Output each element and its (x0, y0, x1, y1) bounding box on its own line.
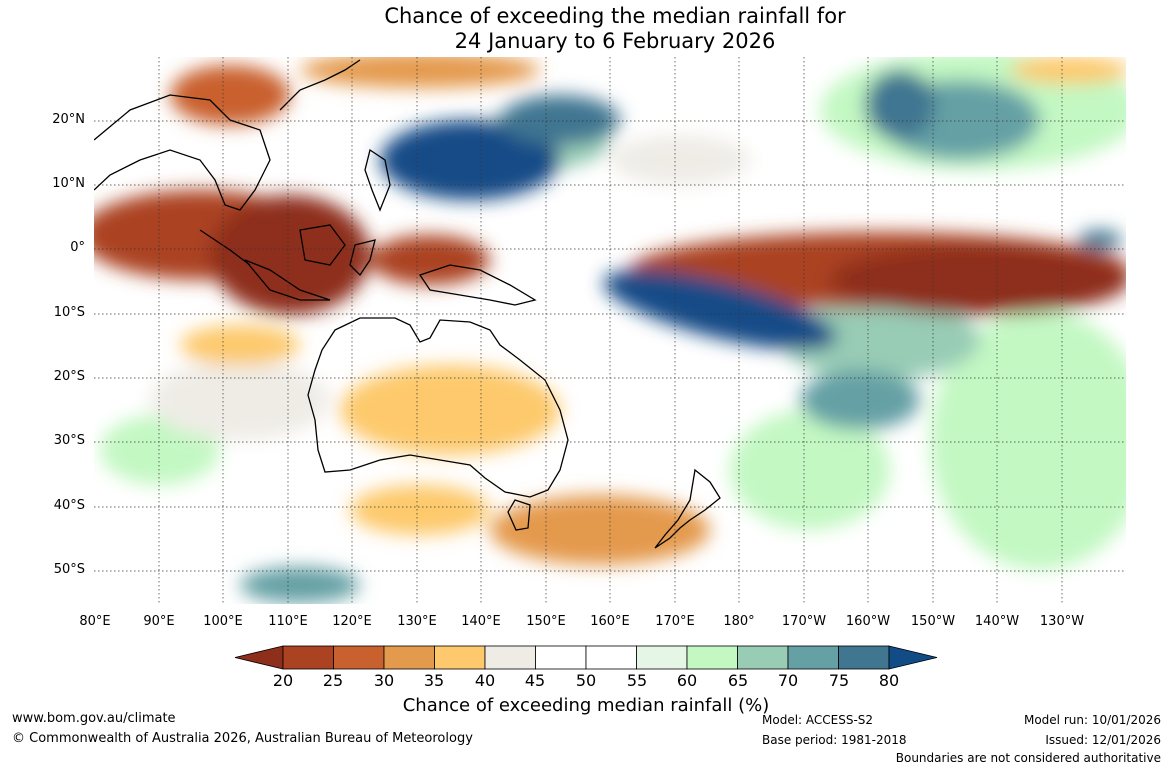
map-title-line-1: Chance of exceeding the median rainfall … (384, 4, 846, 28)
field-teal-c (780, 300, 980, 380)
lon-label: 140°E (461, 614, 501, 629)
field-dry-se-asia (170, 65, 290, 125)
colorbar-tick: 20 (272, 671, 294, 690)
field-green-se (930, 310, 1126, 570)
lat-label-10s: 10°S (53, 305, 85, 320)
lon-label: 170°W (781, 614, 827, 629)
field-dry-southern (350, 485, 490, 535)
field-teal-s (240, 567, 360, 603)
lon-label: 130°W (1039, 614, 1085, 629)
field-wet-spcz (603, 270, 837, 350)
model-run-date: Model run: 10/01/2026 (1023, 713, 1161, 727)
field-dry-central-pacific (830, 245, 1126, 315)
lat-label-0: 0° (70, 240, 85, 255)
colorbar-tick: 50 (575, 671, 597, 690)
colorbar-tick: 25 (322, 671, 344, 690)
copyright-text: © Commonwealth of Australia 2026, Austra… (12, 731, 473, 746)
colorbar-segments (234, 645, 938, 670)
field-grey-w (150, 360, 330, 440)
lon-label: 140°W (974, 614, 1020, 629)
probability-fields (94, 57, 1126, 603)
field-dry-png (370, 235, 490, 285)
lon-label: 150°E (526, 614, 566, 629)
website-link[interactable]: www.bom.gov.au/climate (12, 711, 176, 726)
colorbar-tick: 70 (777, 671, 799, 690)
colorbar-tick: 75 (828, 671, 850, 690)
model-name: Model: ACCESS-S2 (762, 713, 874, 727)
field-dry-ne (1010, 57, 1126, 84)
colorbar-segment (282, 645, 334, 670)
field-wet-philippine-sea (380, 120, 560, 200)
map-title: Chance of exceeding the median rainfall … (0, 4, 1173, 54)
colorbar-tick: 55 (626, 671, 648, 690)
lon-label: 90°E (143, 614, 175, 629)
colorbar-arrow-low (234, 645, 284, 670)
colorbar-segment (636, 645, 688, 670)
philippines-outline (364, 148, 391, 212)
field-dry-tasman (490, 495, 710, 565)
lon-label: 120°E (332, 614, 372, 629)
field-dry-north-pacific (300, 57, 540, 88)
colorbar-tick: 80 (878, 671, 900, 690)
lon-label: 160°W (845, 614, 891, 629)
field-grey-n (610, 135, 750, 185)
colorbar-arrow-high (888, 645, 938, 670)
sulawesi-outline (349, 239, 376, 277)
colorbar-tick: 60 (676, 671, 698, 690)
tasmania-outline (507, 499, 531, 531)
field-wet-east (1078, 230, 1122, 250)
borneo-outline (299, 224, 346, 266)
colorbar-tick: 45 (524, 671, 546, 690)
asia-coast-outline (94, 94, 271, 211)
colorbar-tick: 35 (423, 671, 445, 690)
field-dry-sw (180, 325, 300, 365)
colorbar-tick: 30 (373, 671, 395, 690)
new-guinea-outline (418, 264, 537, 306)
colorbar-segment (838, 645, 890, 670)
boundaries-disclaimer: Boundaries are not considered authoritat… (895, 751, 1161, 765)
issued-date: Issued: 12/01/2026 (1045, 733, 1161, 747)
lon-label: 180° (723, 614, 755, 629)
base-period: Base period: 1981-2018 (762, 733, 907, 747)
lon-label: 160°E (590, 614, 630, 629)
lat-label-50s: 50°S (53, 562, 85, 577)
lat-label-10n: 10°N (52, 176, 85, 191)
colorbar-segment (686, 645, 738, 670)
graticule (94, 57, 1126, 604)
colorbar-segment (484, 645, 536, 670)
colorbar-segment (787, 645, 839, 670)
java-sumatra-outline (244, 259, 331, 301)
lon-label: 80°E (79, 614, 111, 629)
lat-label-20n: 20°N (52, 112, 85, 127)
colorbar-segment (383, 645, 435, 670)
colorbar-tick: 40 (474, 671, 496, 690)
colorbar-segment (333, 645, 385, 670)
map-title-line-2: 24 January to 6 February 2026 (454, 29, 776, 53)
lat-label-40s: 40°S (53, 498, 85, 513)
colorbar-segment (434, 645, 486, 670)
field-wet-north-pacific (500, 95, 620, 145)
field-wet-hawaii (865, 70, 935, 140)
field-green-sc (730, 410, 890, 530)
colorbar-segment (585, 645, 637, 670)
colorbar-segment (737, 645, 789, 670)
field-dry-australia (340, 365, 560, 455)
australia-outline (307, 317, 569, 498)
malay-peninsula-outline (199, 229, 251, 266)
lon-label: 130°E (397, 614, 437, 629)
colorbar-label: Chance of exceeding median rainfall (%) (402, 695, 770, 716)
lon-label: 100°E (203, 614, 243, 629)
lat-label-20s: 20°S (53, 369, 85, 384)
rainfall-map (94, 57, 1126, 604)
lon-label: 170°E (655, 614, 695, 629)
colorbar-tick: 65 (727, 671, 749, 690)
lon-label: 110°E (268, 614, 308, 629)
field-teal-sc (800, 370, 920, 430)
china-coast-outline (279, 59, 361, 111)
colorbar-segment (535, 645, 587, 670)
lat-label-30s: 30°S (53, 433, 85, 448)
lon-label: 150°W (910, 614, 956, 629)
